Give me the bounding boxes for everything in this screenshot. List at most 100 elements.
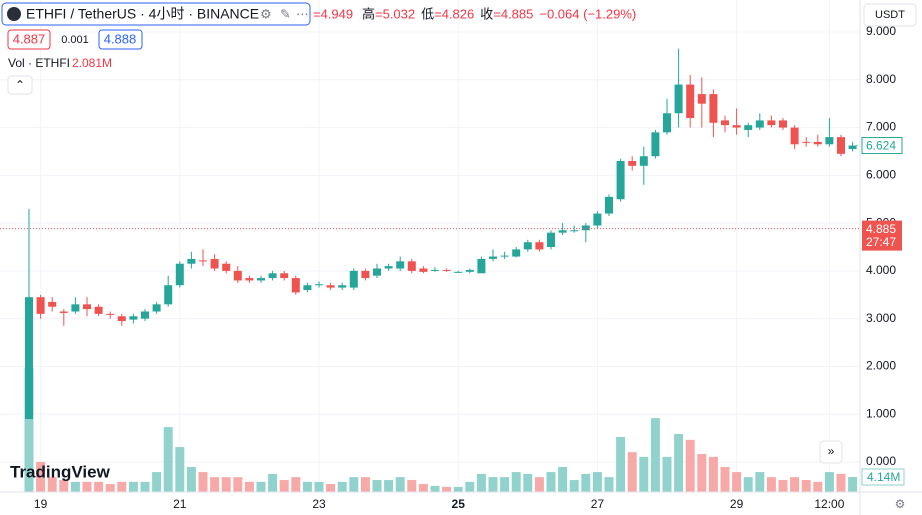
candle-body — [164, 285, 173, 305]
bid[interactable]: 4.887 — [13, 31, 46, 46]
x-tick-label: 27 — [591, 497, 605, 511]
volume-bar — [604, 477, 614, 492]
candle-body — [280, 273, 289, 279]
currency[interactable]: USDT — [875, 9, 905, 21]
candle-body — [558, 230, 567, 233]
volume-bar — [697, 453, 707, 492]
volume-bar — [384, 480, 394, 492]
volume-bar — [465, 481, 475, 492]
volume-bar — [314, 481, 324, 492]
volume-bar — [221, 477, 231, 492]
bid-box[interactable] — [7, 29, 51, 50]
symbol-box[interactable] — [1, 2, 311, 26]
volume-bar — [418, 484, 428, 492]
volume-bar — [650, 418, 660, 492]
candle-body — [697, 94, 706, 104]
volume-bar — [813, 481, 823, 492]
volume-bar — [70, 481, 80, 492]
candle-body — [431, 269, 439, 271]
volume-bar — [476, 473, 486, 492]
candle-body — [36, 297, 45, 314]
volume-bar — [523, 473, 533, 492]
icon[interactable]: ⚙ — [895, 497, 906, 511]
icon[interactable]: ⚙ — [260, 6, 272, 21]
icon[interactable]: ✎ — [280, 6, 291, 21]
candle-body — [593, 213, 602, 226]
change: −0.064 (−1.29%) — [539, 6, 636, 21]
volume-bar — [790, 477, 800, 492]
ohlc-label: 收 — [480, 6, 493, 21]
x-tick-label: 29 — [730, 497, 744, 511]
candle-body — [210, 258, 219, 269]
candle-body — [442, 269, 451, 271]
candle-body — [59, 311, 68, 313]
icon[interactable]: ⌃ — [15, 78, 25, 92]
volume-bar — [639, 456, 649, 492]
volume-bar — [407, 480, 417, 492]
candle-body — [407, 261, 416, 271]
volume-bar — [708, 456, 718, 492]
symbol-logo — [7, 7, 21, 21]
candle-body — [755, 120, 764, 128]
grid — [0, 0, 860, 492]
volume-bar — [268, 473, 278, 492]
candle-body — [199, 260, 207, 262]
candle-body — [338, 285, 347, 288]
volume-bar — [105, 484, 115, 492]
volume-bar — [244, 481, 254, 492]
candle-body — [639, 156, 648, 166]
ask-box[interactable] — [98, 29, 143, 50]
volume-bar — [685, 439, 695, 492]
candle-body — [790, 127, 799, 145]
candle-body — [500, 255, 509, 257]
candle-body — [48, 301, 57, 307]
volume-label-box — [861, 468, 905, 486]
volume-bar — [778, 480, 788, 492]
currency-button[interactable] — [863, 3, 917, 27]
countdown: 27:47 — [866, 235, 896, 249]
volume-bar — [360, 477, 370, 492]
candle-body — [384, 266, 393, 269]
ohlc-value: =4.885 — [493, 6, 533, 21]
symbol[interactable]: ETHFI / TetherUS · 4小时 · BINANCE — [26, 6, 259, 22]
y-tick-label: 3.000 — [866, 311, 896, 325]
icon[interactable]: ⋯ — [296, 6, 309, 21]
ask[interactable]: 4.888 — [104, 31, 137, 46]
candle-body — [257, 278, 265, 281]
volume-bar — [546, 472, 556, 492]
volume-bar — [627, 452, 637, 492]
candle-body — [779, 120, 787, 128]
volume-bar — [291, 477, 301, 492]
x-tick-label: 19 — [34, 497, 48, 511]
candle-body — [315, 284, 323, 286]
x-tick-label: 12:00 — [814, 497, 844, 511]
candle-body — [152, 304, 161, 312]
volume-bar — [534, 477, 544, 492]
y-tick-label: 6.000 — [866, 168, 896, 182]
candle-body — [732, 125, 741, 128]
candle-body — [848, 145, 857, 150]
icon[interactable]: » — [828, 444, 835, 458]
scroll-button[interactable] — [819, 440, 843, 464]
candle-body — [326, 285, 335, 288]
candle-body — [94, 306, 103, 314]
volume-bar — [163, 427, 173, 492]
volume-bar — [674, 434, 684, 492]
vol-label: Vol · ETHFI — [8, 56, 70, 70]
ohlc-value: =4.826 — [434, 6, 474, 21]
volume-bar — [326, 484, 336, 492]
candle-body — [547, 232, 555, 248]
volume-bar — [279, 480, 289, 492]
volume-bar — [302, 481, 312, 492]
y-tick-label: 2.000 — [866, 359, 896, 373]
volume-bar — [233, 477, 243, 492]
volume-bar — [337, 481, 347, 492]
collapse-button[interactable] — [7, 75, 33, 95]
volume-bar — [755, 472, 765, 492]
candle-body — [25, 297, 33, 419]
last-close-label: 6.624 — [866, 139, 896, 153]
candle-body — [651, 132, 660, 157]
candle-body — [477, 258, 486, 274]
spread: 0.001 — [61, 34, 89, 46]
candle-body — [570, 230, 579, 232]
